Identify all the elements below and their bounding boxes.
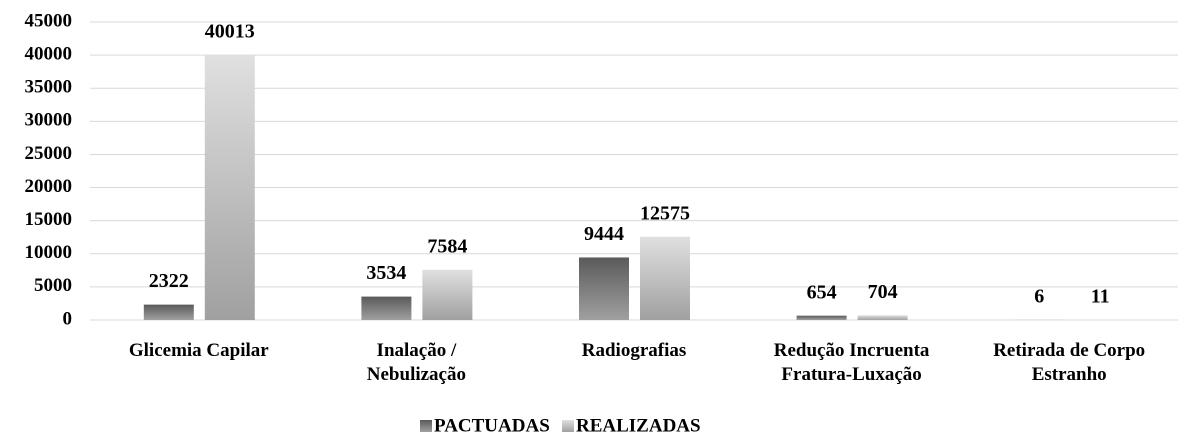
x-tick-line: Inalação / <box>377 340 457 361</box>
data-label: 704 <box>868 281 898 303</box>
y-tick-label: 30000 <box>25 110 73 131</box>
bar <box>143 304 194 320</box>
x-tick-label: Inalação / Nebulização <box>367 340 466 385</box>
data-label: 6 <box>1034 286 1044 308</box>
x-tick-line: Fratura-Luxação <box>781 364 921 385</box>
y-tick-label: 40000 <box>25 43 73 64</box>
y-tick-label: 10000 <box>25 242 73 263</box>
data-label: 9444 <box>584 223 624 245</box>
data-label: 11 <box>1091 286 1110 308</box>
x-tick-label: Glicemia Capilar <box>129 340 269 361</box>
data-label: 2322 <box>149 270 189 292</box>
y-tick-label: 25000 <box>25 143 73 164</box>
y-tick-label: 45000 <box>25 10 73 31</box>
y-tick-label: 20000 <box>25 176 73 197</box>
y-tick-label: 35000 <box>25 77 73 98</box>
x-tick-line: Radiografias <box>582 340 687 361</box>
legend-label: REALIZADAS <box>576 415 701 436</box>
y-tick-label: 15000 <box>25 209 73 230</box>
x-tick-line: Estranho <box>1032 364 1107 385</box>
x-tick-line: Glicemia Capilar <box>129 340 269 361</box>
legend-swatch <box>420 420 432 432</box>
x-tick-line: Redução Incruenta <box>774 340 930 361</box>
bar <box>361 296 412 320</box>
x-tick-label: Redução Incruenta Fratura-Luxação <box>774 340 930 385</box>
data-label: 3534 <box>366 262 406 284</box>
x-tick-line: Nebulização <box>367 364 466 385</box>
x-tick-label: Retirada de Corpo Estranho <box>993 340 1145 385</box>
x-tick-label: Radiografias <box>582 340 687 361</box>
bar <box>579 257 629 320</box>
y-tick-label: 5000 <box>34 275 72 296</box>
bar <box>796 315 847 320</box>
data-label: 7584 <box>427 235 467 257</box>
data-label: 12575 <box>640 202 690 224</box>
bar <box>857 315 908 320</box>
legend-label: PACTUADAS <box>434 415 550 436</box>
bar <box>422 269 473 320</box>
legend-swatch <box>562 420 574 432</box>
bar <box>640 236 690 320</box>
y-tick-label: 0 <box>63 308 73 329</box>
data-label: 654 <box>807 281 837 303</box>
data-label: 40013 <box>205 21 255 43</box>
x-tick-line: Retirada de Corpo <box>993 340 1145 361</box>
bar <box>204 55 255 320</box>
